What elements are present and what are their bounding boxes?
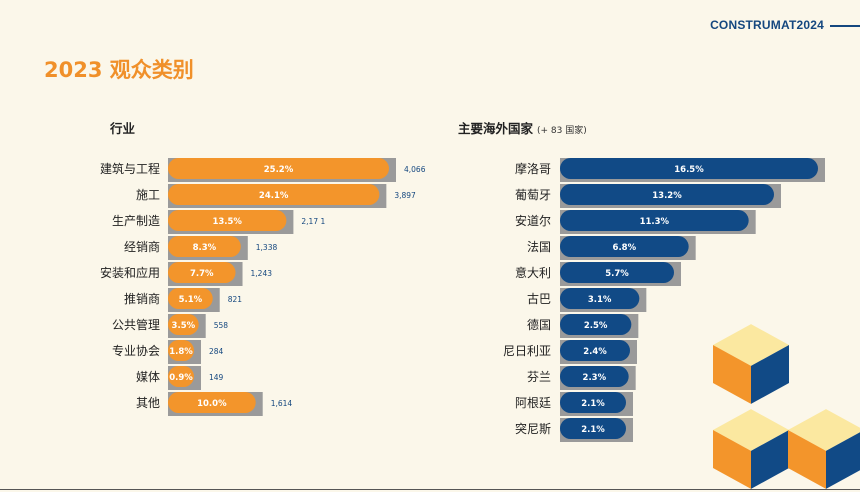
industry-value-label: 10.0%: [197, 399, 227, 409]
bottom-rule: [0, 489, 860, 490]
country-category-label: 尼日利亚: [503, 344, 551, 358]
industry-category-label: 专业协会: [112, 343, 160, 358]
country-value-label: 16.5%: [674, 165, 704, 175]
cube-right-face: [751, 345, 789, 404]
industry-bar: [168, 158, 389, 179]
country-category-label: 突尼斯: [515, 421, 551, 436]
country-category-label: 阿根廷: [515, 396, 551, 410]
industry-category-label: 经销商: [124, 239, 160, 254]
industry-count-label: 821: [228, 295, 243, 304]
industry-category-label: 推销商: [124, 291, 160, 306]
brand-line: [830, 25, 860, 27]
industry-value-label: 7.7%: [190, 269, 214, 279]
country-value-label: 3.1%: [588, 295, 612, 305]
country-category-label: 意大利: [515, 265, 551, 280]
country-category-label: 古巴: [527, 291, 551, 306]
industry-value-label: 1.8%: [169, 347, 193, 357]
industry-bar: [168, 340, 194, 361]
industry-bar: [168, 366, 194, 387]
cube-left-face: [788, 430, 826, 489]
industry-category-label: 公共管理: [112, 317, 160, 332]
country-bar: [560, 288, 640, 309]
industry-category-label: 生产制造: [112, 214, 160, 228]
country-bar: [560, 340, 630, 361]
country-bar: [560, 366, 629, 387]
industry-bar: [168, 236, 241, 257]
industry-value-label: 0.9%: [169, 373, 193, 383]
industry-category-label: 其他: [136, 396, 160, 410]
industry-bar: [168, 392, 256, 413]
country-value-label: 5.7%: [605, 269, 629, 279]
cube-top-face: [788, 409, 860, 451]
cube-top-face: [713, 409, 789, 451]
industry-count-label: 1,338: [256, 243, 278, 252]
industry-bar: [168, 314, 199, 335]
industry-category-label: 媒体: [136, 370, 160, 384]
country-bar: [560, 236, 689, 257]
country-value-label: 6.8%: [613, 243, 637, 253]
cube-top-face: [713, 324, 789, 366]
industry-value-label: 5.1%: [179, 295, 203, 305]
country-value-label: 2.5%: [584, 321, 608, 331]
industry-count-label: 4,066: [404, 165, 426, 174]
industry-value-label: 8.3%: [193, 243, 217, 253]
country-bar: [560, 418, 626, 439]
country-bar: [560, 392, 626, 413]
country-value-label: 2.1%: [581, 425, 605, 435]
industry-count-label: 149: [209, 373, 224, 382]
country-category-label: 安道尔: [515, 213, 551, 228]
country-category-label: 芬兰: [527, 370, 551, 384]
cube-right-face: [751, 430, 789, 489]
cube-left-face: [713, 430, 751, 489]
industry-bar: [168, 210, 287, 231]
brand-logo-text: CONSTRUMAT2024: [710, 18, 824, 32]
country-bar: [560, 158, 818, 179]
country-value-label: 2.3%: [583, 373, 607, 383]
industry-count-label: 558: [214, 321, 229, 330]
decorative-cubes: [713, 324, 860, 489]
industry-section-label: 行业: [110, 121, 136, 136]
industry-category-label: 安装和应用: [100, 265, 160, 280]
industry-bar: [168, 288, 213, 309]
industry-chart: 建筑与工程 25.2% 4,066 施工 24.1% 3,897 生产制造 13.5% 2,17…: [100, 158, 426, 416]
industry-count-label: 1,243: [251, 269, 273, 278]
countries-note: (+ 83 国家): [537, 126, 587, 136]
industry-count-label: 1,614: [271, 399, 293, 408]
industry-value-label: 25.2%: [264, 165, 294, 175]
industry-value-label: 3.5%: [172, 321, 196, 331]
country-category-label: 德国: [527, 317, 551, 332]
industry-bar: [168, 184, 380, 205]
page-title: 2023 观众类别: [44, 58, 194, 82]
country-category-label: 摩洛哥: [515, 161, 551, 176]
country-value-label: 2.1%: [581, 399, 605, 409]
countries-section-label: 主要海外国家 (+ 83 国家): [458, 118, 587, 137]
industry-value-label: 24.1%: [259, 191, 289, 201]
cube-left-face: [713, 345, 751, 404]
industry-bar: [168, 262, 236, 283]
country-bar: [560, 262, 674, 283]
country-category-label: 葡萄牙: [515, 188, 551, 202]
industry-count-label: 2,17 1: [301, 217, 325, 226]
countries-title: 主要海外国家: [458, 121, 534, 136]
industry-count-label: 3,897: [394, 191, 416, 200]
country-value-label: 2.4%: [583, 347, 607, 357]
industry-category-label: 建筑与工程: [100, 161, 160, 176]
country-chart: 摩洛哥 16.5% 葡萄牙 13.2% 安道尔 11.3% 法国 6.8% 意大利 5.7% 古巴 3…: [503, 158, 825, 442]
country-value-label: 13.2%: [652, 191, 682, 201]
country-bar: [560, 314, 632, 335]
country-value-label: 11.3%: [640, 217, 670, 227]
industry-category-label: 施工: [136, 188, 160, 202]
industry-value-label: 13.5%: [212, 217, 242, 227]
country-bar: [560, 210, 749, 231]
country-bar: [560, 184, 774, 205]
cube-right-face: [826, 432, 860, 489]
industry-count-label: 284: [209, 347, 224, 356]
country-category-label: 法国: [527, 240, 551, 254]
